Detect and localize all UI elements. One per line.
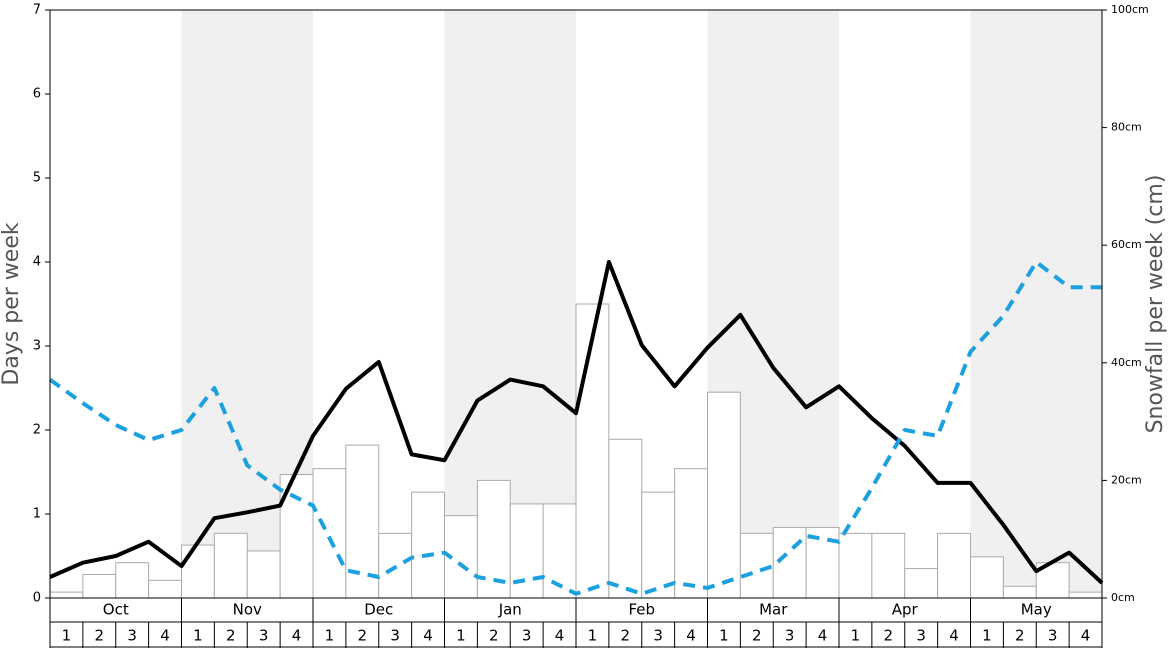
y-tick-label: 3 [33,339,41,354]
week-label: 3 [916,627,926,645]
bar [345,444,380,599]
week-label: 1 [719,627,729,645]
month-shade [970,10,1102,598]
bar [937,532,971,599]
bar [148,579,182,599]
y-tick-label: 4 [33,255,41,270]
bar [213,532,248,599]
week-label: 4 [292,627,302,645]
bar [674,468,708,599]
bar [1002,585,1037,599]
y2-tick-label: 80cm [1111,121,1142,134]
month-label: May [1021,601,1052,619]
week-label: 2 [752,627,762,645]
week-label: 4 [1081,627,1091,645]
week-label: 2 [1015,627,1025,645]
week-label: 4 [818,627,828,645]
week-label: 3 [522,627,532,645]
week-label: 4 [949,627,959,645]
bar [707,391,741,599]
week-label: 2 [226,627,236,645]
week-label: 4 [555,627,565,645]
week-label: 3 [1048,627,1058,645]
month-label: Mar [759,601,788,619]
month-label: Oct [103,601,129,619]
bar [312,468,347,599]
bar [181,544,215,599]
bar [970,556,1004,599]
week-label: 3 [785,627,795,645]
week-label: 2 [489,627,499,645]
week-label: 4 [423,627,433,645]
bar [608,438,643,599]
bar [1068,591,1103,599]
week-label: 1 [193,627,203,645]
week-label: 1 [588,627,598,645]
y-tick-label: 1 [33,507,41,522]
week-label: 4 [160,627,170,645]
y2-tick-label: 100cm [1111,3,1149,16]
week-label: 3 [390,627,400,645]
week-label: 1 [456,627,466,645]
week-label: 2 [884,627,894,645]
week-label: 3 [127,627,137,645]
bar [641,491,676,599]
bar [49,591,84,599]
line-series [48,260,1102,596]
week-label: 3 [259,627,269,645]
y-axis-label: Days per week [0,222,24,385]
plot-frame [49,9,1103,599]
y-tick-label: 0 [33,591,41,606]
bar [772,526,807,599]
y2-tick-label: 0cm [1111,591,1135,604]
y-tick-label: 2 [33,423,41,438]
y2-axis-label: Snowfall per week (cm) [1143,175,1168,434]
y2-tick-label: 60cm [1111,238,1142,251]
week-label: 1 [62,627,72,645]
month-label: Dec [364,601,393,619]
bar [115,562,150,599]
week-label: 2 [95,627,105,645]
bar [82,573,117,599]
bar [904,568,939,599]
y-tick-label: 6 [33,87,41,102]
week-label: 1 [325,627,335,645]
week-label: 2 [621,627,631,645]
week-label: 1 [851,627,861,645]
month-label: Nov [233,601,262,619]
month-label: Apr [892,601,919,619]
y2-tick-label: 40cm [1111,356,1142,369]
week-label: 4 [686,627,696,645]
month-label: Feb [628,601,655,619]
bar [246,550,281,599]
month-label: Jan [498,601,522,619]
bar [411,491,445,599]
bar [838,532,873,599]
y2-tick-label: 20cm [1111,473,1142,486]
week-label: 2 [358,627,368,645]
week-label: 1 [982,627,992,645]
y-tick-label: 7 [33,3,41,18]
line-series [49,260,1104,585]
bar [575,303,610,599]
week-label: 3 [653,627,663,645]
y-tick-label: 5 [33,171,41,186]
bar [871,532,906,599]
